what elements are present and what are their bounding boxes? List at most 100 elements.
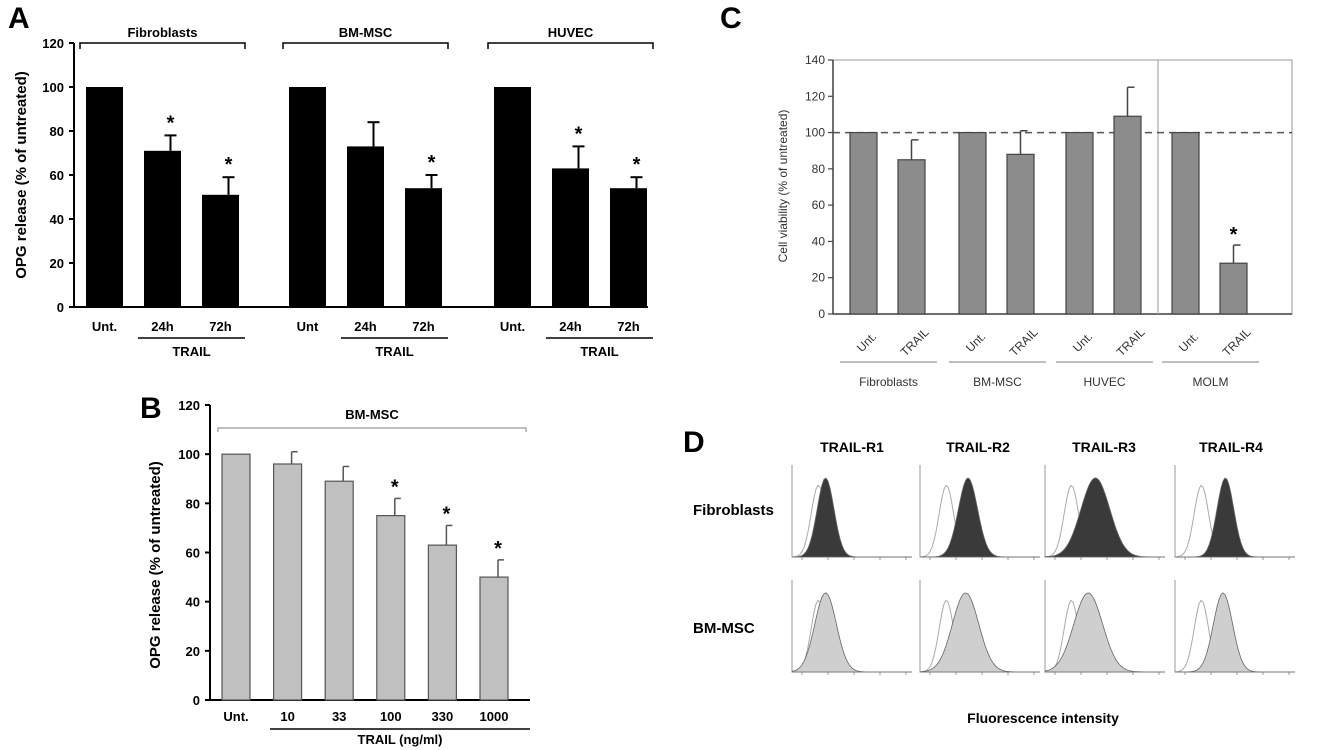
panel-a-y-tick-label: 100: [42, 80, 64, 95]
panel-b-chart: 0 20 40 60 80 100 120 Unt. 10 33 * 100 * 330 * 1000: [178, 398, 530, 730]
panel-a-group-label: Fibroblasts: [127, 25, 197, 40]
panel-a-bar: [610, 188, 647, 307]
panel-b-x-tick-label: 1000: [480, 709, 509, 724]
panel-letter-c: C: [720, 2, 742, 35]
panel-c-y-tick-label: 120: [805, 89, 825, 103]
panel-a-x-tick-label: Unt.: [92, 319, 117, 334]
panel-c-bar: [849, 131, 878, 315]
panel-c-x-tick-label: TRAIL: [1007, 325, 1041, 359]
panel-b-y-tick-label: 20: [186, 644, 200, 659]
panel-a-significance-star: *: [167, 112, 175, 134]
panel-b-y-tick-label: 80: [186, 496, 200, 511]
panel-letter-b: B: [140, 392, 162, 425]
panel-letter-a: A: [8, 2, 30, 35]
panel-c-bar: [897, 159, 926, 315]
panel-b-y-tick-label: 120: [178, 398, 200, 413]
panel-b-y-tick-label: 40: [186, 595, 200, 610]
panel-d-flow-histograms: TRAIL-R1 TRAIL-R2 TRAIL-R3 TRAIL-R4 Fibrobla…: [693, 439, 1295, 675]
panel-b-y-tick-label: 60: [186, 546, 200, 561]
panel-a-bar: [552, 168, 589, 307]
panel-a-ylabel: OPG release (% of untreated): [13, 71, 30, 279]
panel-b-bar: [221, 453, 251, 701]
panel-letter-d: D: [683, 426, 705, 459]
flow-row-label: Fibroblasts: [693, 502, 774, 519]
panel-a-significance-star: *: [225, 154, 233, 176]
panel-c-bar: [1065, 131, 1094, 315]
panel-b-x-tick-label: 100: [380, 709, 402, 724]
panel-a-bar: [86, 87, 123, 307]
panel-a-bar: [347, 146, 384, 307]
panel-a-bar: [289, 87, 326, 307]
panel-c-y-tick-label: 20: [812, 271, 826, 285]
panel-d-xlabel: Fluorescence intensity: [967, 710, 1119, 726]
panel-a-y-tick-label: 0: [57, 300, 64, 315]
panel-a-y-tick-label: 120: [42, 36, 64, 51]
panel-a-significance-star: *: [428, 152, 436, 174]
flow-column-header: TRAIL-R3: [1072, 439, 1136, 455]
panel-a-trail-label: TRAIL: [172, 344, 210, 359]
flow-receptor-peak: [791, 477, 912, 558]
panel-c-bar: [1113, 115, 1142, 315]
flow-receptor-peak: [1044, 592, 1165, 673]
panel-b-y-tick-label: 100: [178, 447, 200, 462]
panel-a-trail-label: TRAIL: [580, 344, 618, 359]
panel-b-significance-star: *: [443, 503, 451, 525]
panel-b-significance-star: *: [391, 476, 399, 498]
panel-c-y-tick-label: 60: [812, 198, 826, 212]
panel-a-y-tick-label: 60: [50, 168, 64, 183]
flow-receptor-peak: [791, 592, 912, 673]
panel-a-x-tick-label: 72h: [412, 319, 434, 334]
panel-a-trail-label: TRAIL: [375, 344, 413, 359]
panel-c-x-tick-label: TRAIL: [1114, 325, 1148, 359]
panel-a-significance-star: *: [575, 123, 583, 145]
panel-c-bar: [1219, 262, 1248, 315]
panel-c-bar: [958, 131, 987, 315]
panel-a-x-tick-label: Unt: [297, 319, 319, 334]
flow-receptor-peak: [1175, 477, 1295, 558]
panel-a-group-bracket: [79, 42, 246, 49]
panel-a-x-tick-label: 24h: [559, 319, 581, 334]
flow-receptor-peak: [919, 592, 1040, 673]
panel-b-y-tick-label: 0: [193, 693, 200, 708]
panel-a-x-tick-label: Unt.: [500, 319, 525, 334]
panel-c-x-tick-label: Unt.: [854, 329, 879, 354]
panel-b-bar: [479, 576, 509, 701]
panel-a-x-tick-label: 72h: [617, 319, 639, 334]
panel-c-bar: [1171, 131, 1200, 315]
panel-c-group-label: Fibroblasts: [859, 375, 918, 389]
flow-receptor-peak: [1175, 592, 1295, 673]
panel-a-significance-star: *: [633, 154, 641, 176]
panel-c-y-tick-label: 40: [812, 234, 826, 248]
panel-b-x-tick-label: 33: [332, 709, 346, 724]
panel-a-group-bracket: [487, 42, 654, 49]
flow-receptor-peak: [920, 477, 1040, 558]
panel-c-y-tick-label: 140: [805, 53, 825, 67]
panel-c-y-tick-label: 100: [805, 126, 825, 140]
panel-b-bar: [427, 544, 457, 701]
panel-c-significance-star: *: [1230, 224, 1238, 246]
panel-a-bar: [405, 188, 442, 307]
panel-a-x-tick-label: 72h: [209, 319, 231, 334]
flow-row-label: BM-MSC: [693, 620, 755, 637]
panel-b-title-bracket: [217, 427, 527, 432]
panel-c-x-tick-label: Unt.: [1176, 329, 1201, 354]
panel-b-bar: [324, 480, 354, 701]
panel-a-group-bracket: [282, 42, 449, 49]
panel-a-bar: [494, 87, 531, 307]
panel-b-title: BM-MSC: [345, 407, 399, 422]
panel-b-x-tick-label: 10: [280, 709, 294, 724]
flow-column-header: TRAIL-R4: [1199, 439, 1263, 455]
panel-a-y-tick-label: 20: [50, 256, 64, 271]
panel-a-x-tick-label: 24h: [354, 319, 376, 334]
panel-c-group-label: HUVEC: [1083, 375, 1125, 389]
panel-a-group-label: HUVEC: [548, 25, 594, 40]
panel-c-group-label: BM-MSC: [973, 375, 1022, 389]
panel-a-y-tick-label: 80: [50, 124, 64, 139]
panel-a-bar: [144, 150, 181, 307]
panel-b-ylabel: OPG release (% of untreated): [147, 461, 164, 669]
panel-b-x-tick-label: 330: [432, 709, 454, 724]
panel-b-bar: [376, 515, 406, 701]
flow-column-header: TRAIL-R1: [820, 439, 884, 455]
panel-b-bar: [273, 463, 303, 701]
